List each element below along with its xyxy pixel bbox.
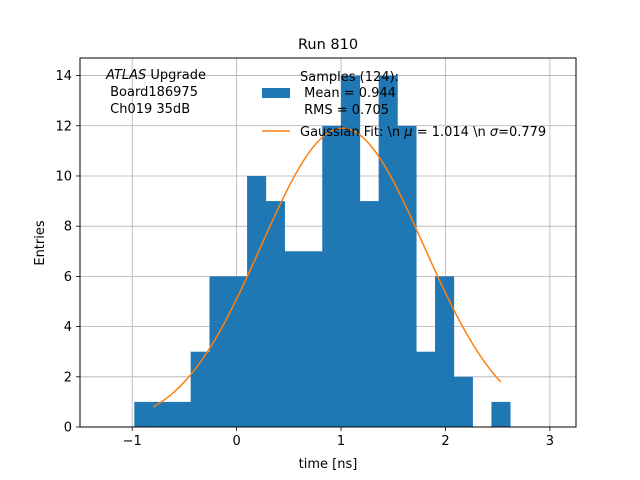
atlas-label: ATLAS bbox=[105, 68, 146, 83]
histogram-bar bbox=[265, 201, 285, 427]
y-axis-ticks: 0 2 4 6 8 10 12 14 bbox=[55, 69, 80, 436]
histogram-bar bbox=[322, 125, 342, 427]
histogram-bars bbox=[134, 75, 511, 428]
atlas-annotation-line1: ATLAS Upgrade bbox=[105, 68, 206, 83]
histogram-bar bbox=[153, 401, 173, 427]
y-tick-label: 10 bbox=[55, 169, 72, 184]
gaussian-fit-line bbox=[152, 127, 502, 408]
histogram-bar bbox=[416, 351, 436, 427]
y-tick-label: 2 bbox=[64, 370, 72, 385]
legend-fit-label: Gaussian Fit: \n μ = 1.014 \n σ=0.779 bbox=[300, 125, 546, 140]
y-tick-label: 6 bbox=[64, 270, 72, 285]
histogram-bar bbox=[209, 276, 229, 427]
x-tick-label: 2 bbox=[441, 434, 449, 449]
legend-histogram-patch bbox=[262, 88, 290, 98]
y-axis-label: Entries bbox=[33, 220, 48, 266]
chart-title: Run 810 bbox=[298, 37, 358, 53]
histogram-bar bbox=[284, 251, 304, 427]
y-tick-label: 12 bbox=[55, 119, 72, 134]
legend-histogram-line2: Mean = 0.944 bbox=[300, 86, 396, 101]
gaussian-fit bbox=[152, 127, 502, 408]
plot-frame bbox=[79, 57, 577, 428]
histogram-bar bbox=[247, 175, 267, 427]
legend-fit-mu-value: = 1.014 \n bbox=[413, 125, 490, 140]
x-tick-label: 3 bbox=[546, 434, 554, 449]
x-tick-label: 0 bbox=[232, 434, 240, 449]
histogram-bar bbox=[397, 125, 417, 427]
histogram-bar bbox=[171, 401, 191, 427]
legend-fit-mu: μ bbox=[403, 125, 412, 140]
histogram-bar bbox=[359, 201, 379, 427]
histogram-bar bbox=[341, 75, 361, 428]
histogram-bar bbox=[453, 376, 473, 427]
y-tick-label: 8 bbox=[64, 220, 72, 235]
x-axis-ticks: −1 0 1 2 3 bbox=[123, 427, 554, 449]
x-axis-label: time [ns] bbox=[299, 457, 358, 472]
atlas-annotation: ATLAS Upgrade Board186975 Ch019 35dB bbox=[105, 68, 206, 117]
y-tick-label: 0 bbox=[64, 421, 72, 436]
histogram-bar bbox=[435, 276, 455, 427]
legend: Samples (124): Mean = 0.944 RMS = 0.705 … bbox=[262, 70, 546, 140]
board-label: Board186975 bbox=[106, 85, 198, 100]
x-tick-label: −1 bbox=[123, 434, 142, 449]
histogram-bar bbox=[491, 401, 511, 427]
y-tick-label: 14 bbox=[55, 69, 72, 84]
channel-label: Ch019 35dB bbox=[106, 102, 190, 117]
legend-fit-sigma-value: =0.779 bbox=[498, 125, 546, 140]
x-tick-label: 1 bbox=[337, 434, 345, 449]
legend-histogram-line3: RMS = 0.705 bbox=[300, 103, 389, 118]
y-tick-label: 4 bbox=[64, 320, 72, 335]
legend-fit-prefix: Gaussian Fit: \n bbox=[300, 125, 404, 140]
histogram-bar bbox=[190, 351, 210, 427]
legend-histogram-line1: Samples (124): bbox=[300, 70, 399, 85]
histogram-bar bbox=[134, 401, 154, 427]
histogram-bar bbox=[303, 251, 323, 427]
upgrade-label: Upgrade bbox=[146, 68, 206, 83]
histogram-bar bbox=[228, 276, 248, 427]
legend-fit-sigma: σ bbox=[490, 125, 499, 140]
